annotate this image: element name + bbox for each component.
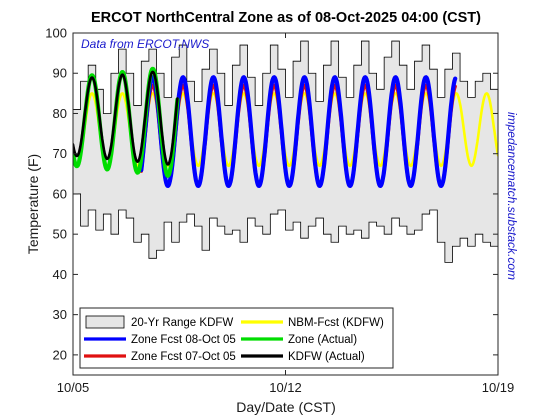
y-tick-label: 50	[53, 227, 67, 242]
legend-label: Zone Fcst 07-Oct 05	[131, 351, 236, 363]
y-tick-label: 40	[53, 267, 67, 282]
x-tick-label: 10/05	[57, 380, 90, 395]
legend-label: 20-Yr Range KDFW	[131, 317, 233, 329]
legend-label: NBM-Fcst (KDFW)	[288, 317, 384, 329]
source-annotation: Data from ERCOT,NWS	[81, 37, 209, 51]
y-tick-label: 70	[53, 146, 67, 161]
x-tick-label: 10/12	[269, 380, 302, 395]
x-tick-label: 10/19	[482, 380, 515, 395]
series-line-4	[73, 70, 179, 166]
y-tick-label: 90	[53, 66, 67, 81]
legend-label: Zone (Actual)	[288, 334, 357, 346]
axes-layer: 20 30 40 50 60 70 80 90 100 10/05 10/12 10/19	[45, 26, 514, 396]
y-tick-label: 80	[53, 106, 67, 121]
legend-swatch	[85, 315, 125, 329]
y-tick-label: 20	[53, 347, 67, 362]
y-tick-label: 60	[53, 186, 67, 201]
y-axis-label: Temperature (F)	[25, 154, 41, 254]
chart-title: ERCOT NorthCentral Zone as of 08-Oct-202…	[91, 10, 481, 26]
y-tick-label: 100	[45, 26, 67, 41]
series-line-2	[139, 75, 458, 188]
x-axis-label: Day/Date (CST)	[236, 399, 336, 415]
website-annotation: impedancematch.substack.com	[505, 112, 519, 280]
legend-label: Zone Fcst 08-Oct 05	[131, 334, 236, 346]
legend: 20-Yr Range KDFW Zone Fcst 08-Oct 05 Zone …	[79, 307, 394, 369]
series-layer	[73, 66, 498, 188]
legend-box	[79, 307, 394, 369]
y-tick-label: 30	[53, 307, 67, 322]
legend-label: KDFW (Actual)	[288, 351, 365, 363]
